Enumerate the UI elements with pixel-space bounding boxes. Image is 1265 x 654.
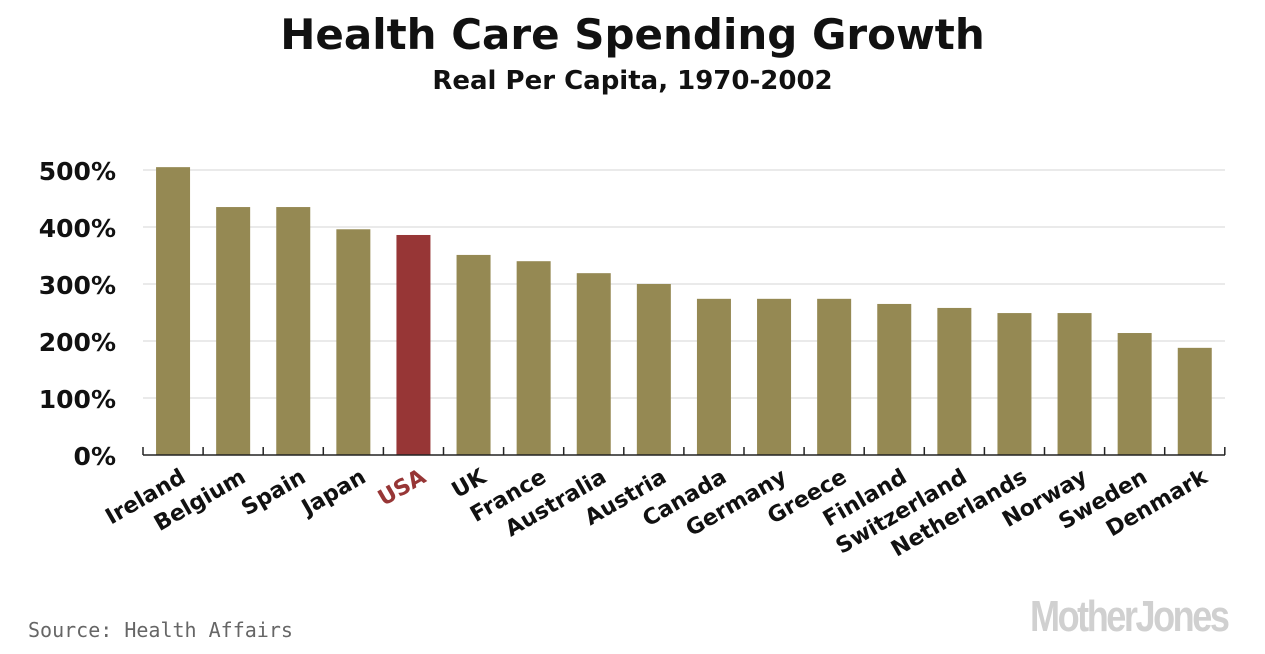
bar-greece xyxy=(817,298,852,455)
bar-uk xyxy=(456,254,491,455)
bar-belgium xyxy=(216,207,251,455)
bar-finland xyxy=(877,303,912,455)
y-tick-label: 0% xyxy=(74,442,116,471)
bar-germany xyxy=(757,298,792,455)
x-tick-label: Spain xyxy=(237,465,310,521)
bar-netherlands xyxy=(997,313,1032,455)
source-note: Source: Health Affairs xyxy=(28,618,293,642)
bar-sweden xyxy=(1117,333,1152,455)
y-tick-label: 200% xyxy=(39,328,116,357)
x-tick-label: USA xyxy=(374,465,430,512)
chart-title: Health Care Spending Growth xyxy=(280,10,985,59)
bar-switzerland xyxy=(937,307,972,455)
x-tick-label: Japan xyxy=(296,465,370,522)
y-tick-label: 100% xyxy=(39,385,116,414)
chart-subtitle: Real Per Capita, 1970-2002 xyxy=(432,66,833,96)
bar-denmark xyxy=(1177,347,1212,455)
bar-australia xyxy=(576,273,611,455)
bar-ireland xyxy=(156,167,191,455)
bar-canada xyxy=(696,298,731,455)
bar-austria xyxy=(636,284,671,455)
y-tick-label: 400% xyxy=(39,214,116,243)
y-tick-label: 300% xyxy=(39,271,116,300)
mother-jones-logo: MotherJones xyxy=(1030,592,1230,641)
bar-norway xyxy=(1057,313,1092,455)
y-tick-label: 500% xyxy=(39,157,116,186)
bar-france xyxy=(516,261,551,455)
bar-spain xyxy=(276,207,311,455)
bar-usa xyxy=(396,234,431,455)
bar-japan xyxy=(336,229,371,455)
